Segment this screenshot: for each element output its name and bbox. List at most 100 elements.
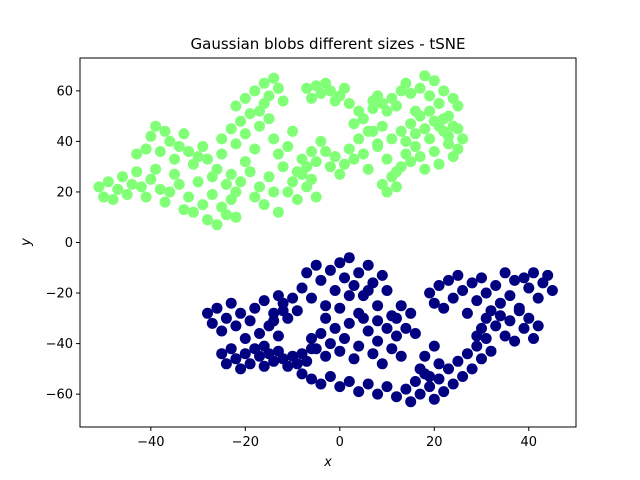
scatter-point [258,295,270,307]
scatter-point [362,259,374,271]
scatter-point [343,376,355,387]
scatter-point [343,290,355,302]
scatter-point [466,363,478,375]
scatter-point [202,307,213,319]
scatter-point [239,348,251,360]
scatter-point [329,151,341,163]
scatter-point [386,133,398,145]
scatter-point [159,125,171,137]
scatter-point [263,90,275,102]
scatter-point [306,146,317,157]
scatter-point [339,82,350,94]
y-tick-label: −20 [46,287,73,302]
scatter-point [310,259,322,271]
scatter-point [225,123,237,135]
scatter-point [249,85,261,97]
scatter-point [433,373,445,385]
scatter-point [230,320,242,332]
scatter-point [107,194,119,205]
scatter-point [386,343,398,355]
scatter-point [320,146,332,157]
scatter-point [461,348,473,360]
scatter-point [452,143,464,155]
scatter-point [546,285,558,296]
scatter-point [315,328,327,339]
scatter-point [235,307,247,319]
scatter-point [135,181,147,193]
scatter-point [296,368,308,380]
scatter-point [395,125,407,137]
scatter-point [424,287,436,299]
scatter-point [206,317,218,329]
scatter-point [154,183,166,195]
scatter-point [324,85,336,97]
scatter-point [362,163,374,175]
scatter-point [353,133,365,145]
x-tick-label: 40 [520,435,537,450]
scatter-point [324,338,336,350]
scatter-point [400,322,412,334]
scatter-point [452,269,464,281]
scatter-point [424,381,436,393]
scatter-point [443,274,454,286]
scatter-point [235,176,247,188]
scatter-point [480,312,492,324]
scatter-point [310,343,322,355]
scatter-point [254,328,265,339]
scatter-point [263,171,275,183]
scatter-point [362,125,374,137]
scatter-point [249,191,261,203]
scatter-point [287,125,299,137]
scatter-point [173,178,185,190]
scatter-point [381,186,393,198]
scatter-point [202,214,213,226]
scatter-point [353,267,365,279]
scatter-point [178,128,190,140]
scatter-point [400,77,412,89]
scatter-point [490,320,502,332]
scatter-point [225,297,237,309]
scatter-point [443,363,454,375]
scatter-point [244,358,256,370]
scatter-point [211,163,223,175]
scatter-point [362,378,374,390]
y-tick-label: 40 [56,135,73,150]
scatter-point [301,267,313,279]
scatter-point [230,211,242,223]
scatter-point [433,158,445,170]
scatter-point [150,163,162,175]
scatter-point [391,181,402,193]
scatter-point [277,161,289,173]
y-axis-label: y [19,238,34,247]
scatter-point [428,393,440,405]
scatter-point [504,315,516,327]
scatter-point [301,82,313,94]
scatter-point [220,209,232,221]
scatter-point [443,138,454,150]
scatter-point [372,300,384,312]
scatter-point [405,396,417,408]
scatter-point [301,355,313,367]
scatter-point [150,120,162,132]
scatter-point [121,189,133,200]
scatter-point [494,297,506,309]
scatter-point [348,118,360,130]
scatter-point [235,363,247,375]
scatter-point [235,115,247,127]
scatter-point [315,135,327,147]
scatter-point [499,330,511,342]
scatter-point [183,146,195,157]
scatter-point [140,191,152,203]
scatter-point [254,120,265,132]
scatter-point [414,82,426,94]
scatter-point [414,388,426,400]
scatter-point [268,186,280,198]
scatter-point [391,391,402,403]
scatter-point [466,277,478,289]
scatter-point [509,274,521,286]
scatter-point [220,178,232,190]
scatter-point [197,141,209,152]
scatter-point [518,322,530,334]
scatter-point [339,272,350,284]
scatter-point [249,302,261,314]
